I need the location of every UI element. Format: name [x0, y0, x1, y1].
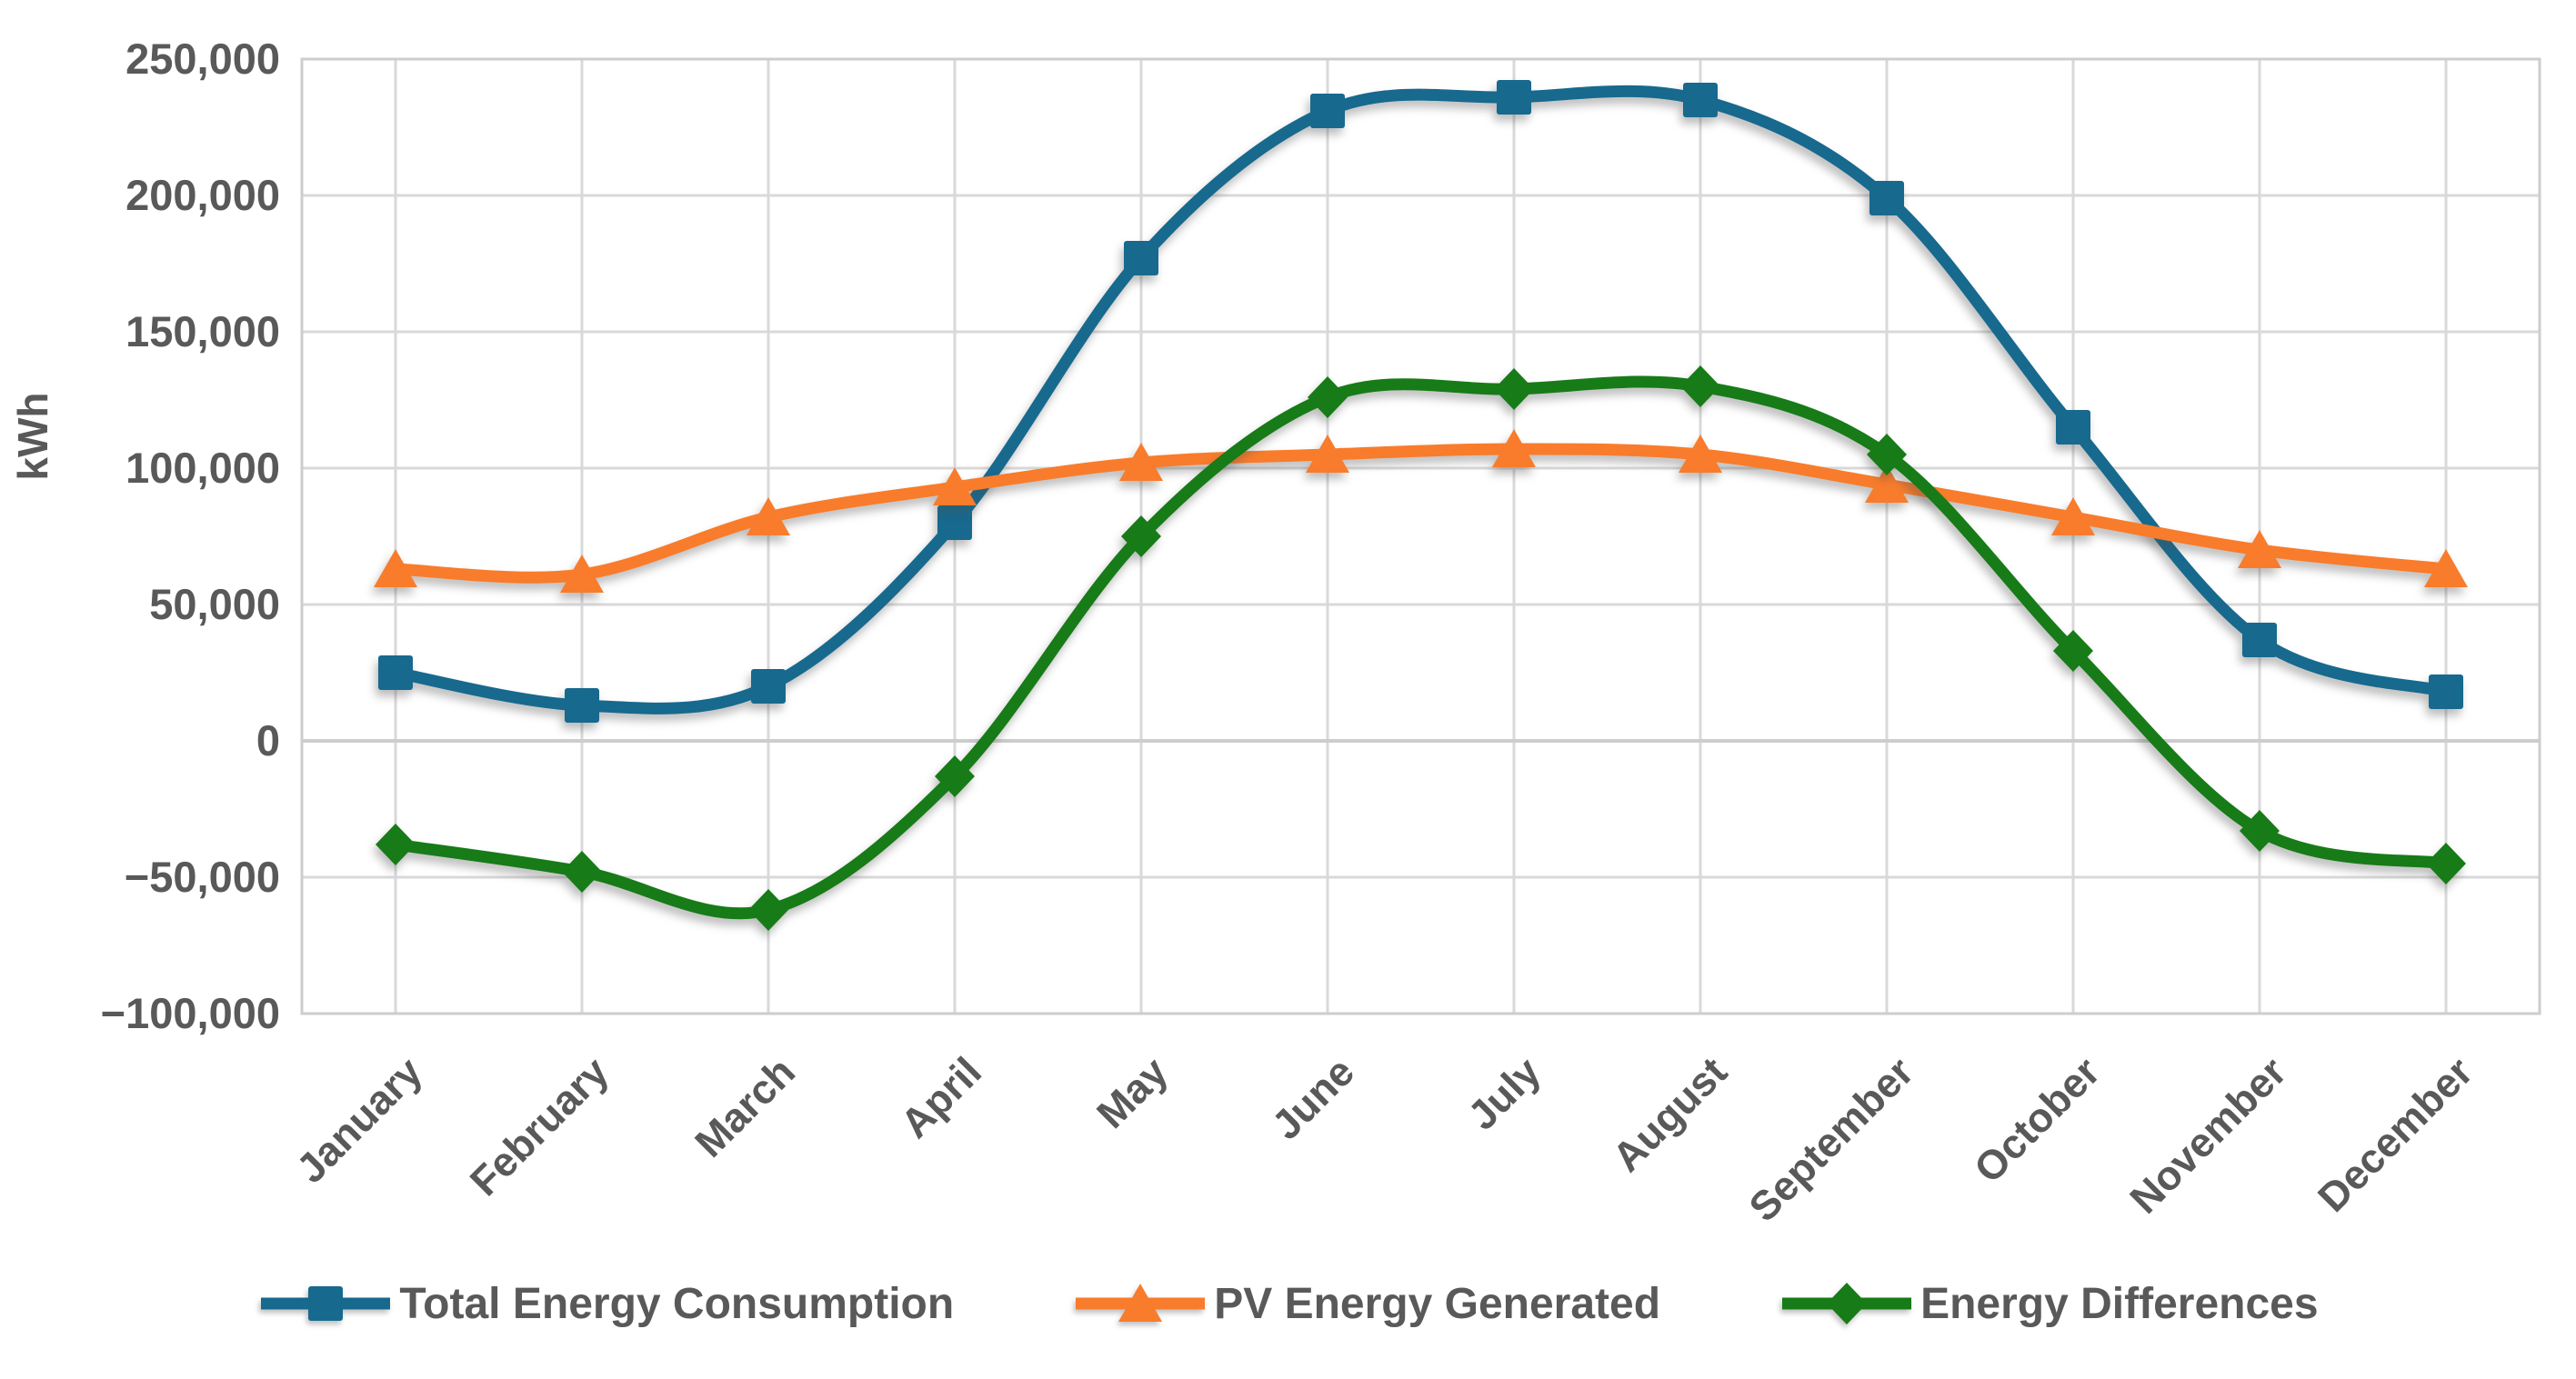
x-tick-label-october: October [1965, 1048, 2109, 1192]
y-axis-title: kWh [9, 392, 56, 480]
x-tick-label-november: November [2120, 1048, 2295, 1223]
x-tick-label-december: December [2309, 1048, 2481, 1221]
data-point-total-energy-consumption-july [1497, 80, 1531, 115]
data-point-energy-differences-january [376, 824, 416, 865]
series-energy-differences [376, 365, 2466, 931]
data-point-pv-energy-generated-march [747, 497, 790, 535]
y-tick-label: 150,000 [125, 307, 280, 355]
data-point-energy-differences-march [748, 889, 788, 931]
x-tick-label-june: June [1263, 1048, 1363, 1148]
y-tick-label: −50,000 [125, 853, 280, 901]
series-line-energy-differences [389, 375, 2452, 920]
x-tick-label-july: July [1458, 1048, 1549, 1139]
data-point-energy-differences-august [1680, 365, 1720, 407]
data-point-pv-energy-generated-september [1865, 465, 1909, 503]
data-point-total-energy-consumption-march [751, 669, 786, 704]
x-tick-label-april: April [892, 1048, 991, 1147]
x-tick-label-may: May [1088, 1048, 1177, 1137]
x-tick-label-january: January [287, 1048, 431, 1192]
legend-swatch-triangle-icon [1076, 1284, 1206, 1322]
series-line-pv-energy-generated [389, 443, 2452, 584]
data-point-total-energy-consumption-april [937, 505, 972, 540]
legend-item-energy-differences: Energy Differences [1779, 1274, 2319, 1333]
data-point-energy-differences-july [1494, 368, 1534, 410]
data-point-pv-energy-generated-november [2238, 530, 2281, 568]
data-point-total-energy-consumption-february [565, 688, 599, 723]
y-tick-label: −100,000 [101, 989, 280, 1037]
data-point-pv-energy-generated-december [2424, 549, 2468, 587]
data-point-energy-differences-june [1308, 376, 1348, 418]
series-line-total-energy-consumption [389, 85, 2452, 714]
chart-legend: Total Energy Consumption PV Energy Gener… [0, 1274, 2576, 1333]
data-point-pv-energy-generated-june [1306, 435, 1349, 473]
data-point-total-energy-consumption-january [378, 655, 413, 690]
legend-item-pv-energy-generated: PV Energy Generated [1072, 1274, 1660, 1333]
data-point-pv-energy-generated-october [2051, 497, 2095, 535]
y-tick-label: 50,000 [149, 580, 280, 628]
legend-swatch-square-icon [261, 1286, 391, 1321]
data-point-total-energy-consumption-september [1869, 181, 1904, 215]
data-point-energy-differences-october [2053, 630, 2093, 672]
x-tick-label-september: September [1740, 1048, 1923, 1231]
data-point-total-energy-consumption-october [2056, 410, 2090, 445]
y-tick-label: 200,000 [125, 171, 280, 219]
data-point-energy-differences-april [935, 755, 975, 797]
legend-marker-diamond-icon [1827, 1283, 1868, 1324]
legend-label-pv-energy-generated: PV Energy Generated [1214, 1279, 1661, 1328]
series-total-energy-consumption [378, 80, 2463, 723]
y-tick-label: 0 [256, 716, 280, 764]
series-pv-energy-generated [374, 429, 2468, 593]
data-point-energy-differences-september [1867, 434, 1907, 475]
plot-border [300, 57, 2541, 1015]
data-point-total-energy-consumption-may [1124, 241, 1158, 275]
data-point-pv-energy-generated-february [560, 555, 604, 593]
data-point-energy-differences-december [2426, 843, 2466, 884]
data-point-energy-differences-november [2240, 810, 2280, 852]
legend-marker-square-icon [308, 1286, 344, 1321]
legend-swatch-diamond-icon [1782, 1283, 1912, 1324]
data-point-total-energy-consumption-december [2429, 675, 2463, 709]
legend-marker-triangle-icon [1118, 1284, 1163, 1322]
plot-area: 250,000 200,000 150,000 100,000 50,000 0 −50,0… [9, 35, 2541, 1231]
data-point-pv-energy-generated-august [1679, 435, 1722, 473]
data-point-energy-differences-february [562, 851, 602, 893]
data-point-total-energy-consumption-june [1310, 94, 1345, 128]
data-point-pv-energy-generated-july [1492, 429, 1536, 467]
data-point-pv-energy-generated-may [1119, 443, 1163, 481]
data-point-pv-energy-generated-april [933, 467, 977, 505]
legend-label-total-energy-consumption: Total Energy Consumption [399, 1279, 955, 1328]
x-tick-label-march: March [686, 1048, 804, 1166]
data-point-energy-differences-may [1121, 515, 1161, 557]
y-tick-label: 250,000 [125, 35, 280, 83]
legend-item-total-energy-consumption: Total Energy Consumption [257, 1274, 954, 1333]
legend-label-energy-differences: Energy Differences [1920, 1279, 2319, 1328]
x-tick-label-february: February [461, 1048, 617, 1204]
x-tick-label-august: August [1603, 1048, 1736, 1181]
data-point-total-energy-consumption-november [2242, 623, 2277, 657]
data-point-total-energy-consumption-august [1683, 83, 1718, 117]
data-point-pv-energy-generated-january [374, 549, 417, 587]
y-tick-label: 100,000 [125, 444, 280, 492]
